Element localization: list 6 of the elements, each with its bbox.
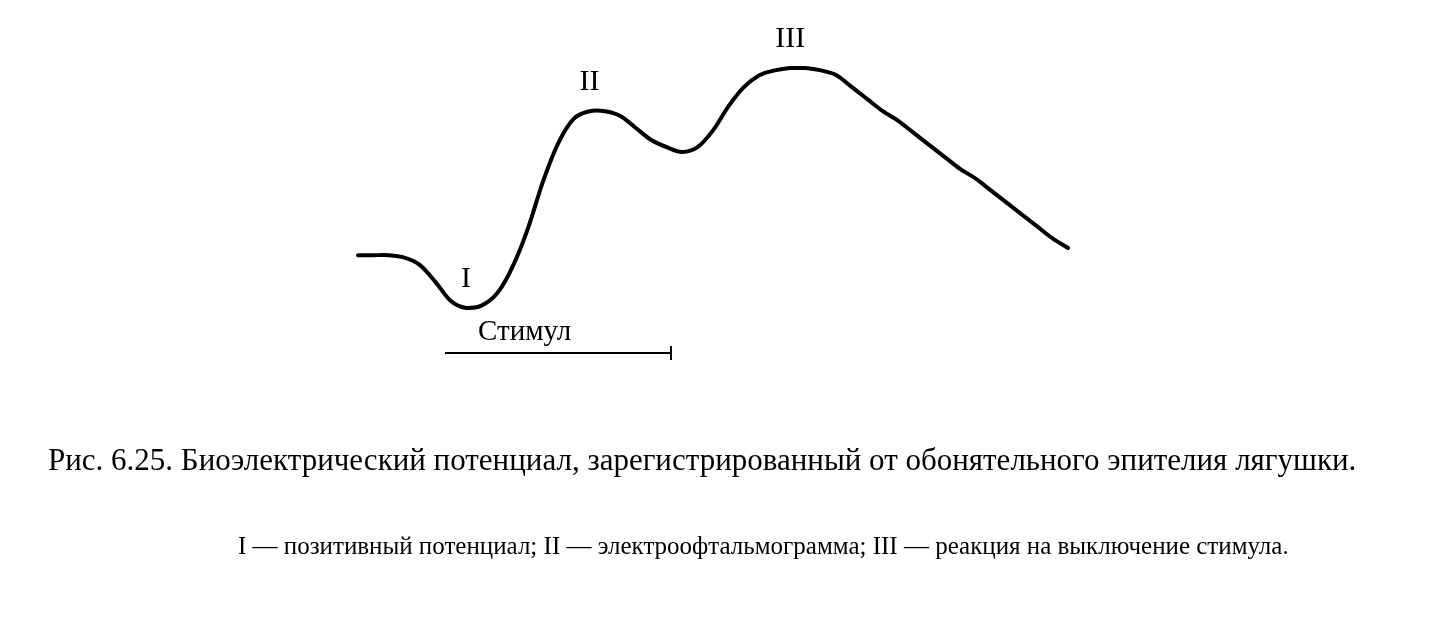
text: I — позитивный потенциал; II — электроофтальмограмма; III — реакция на выключение стимула. <box>238 531 1290 561</box>
text: Стимул <box>478 314 572 347</box>
annotation: III <box>775 19 806 53</box>
annotation: II <box>579 63 600 97</box>
annotation: I <box>461 259 472 293</box>
text: Рис. 6.25. Биоэлектрический потенциал, зарегистрированный от обонятельного эпителия лягушки. <box>48 441 1358 479</box>
